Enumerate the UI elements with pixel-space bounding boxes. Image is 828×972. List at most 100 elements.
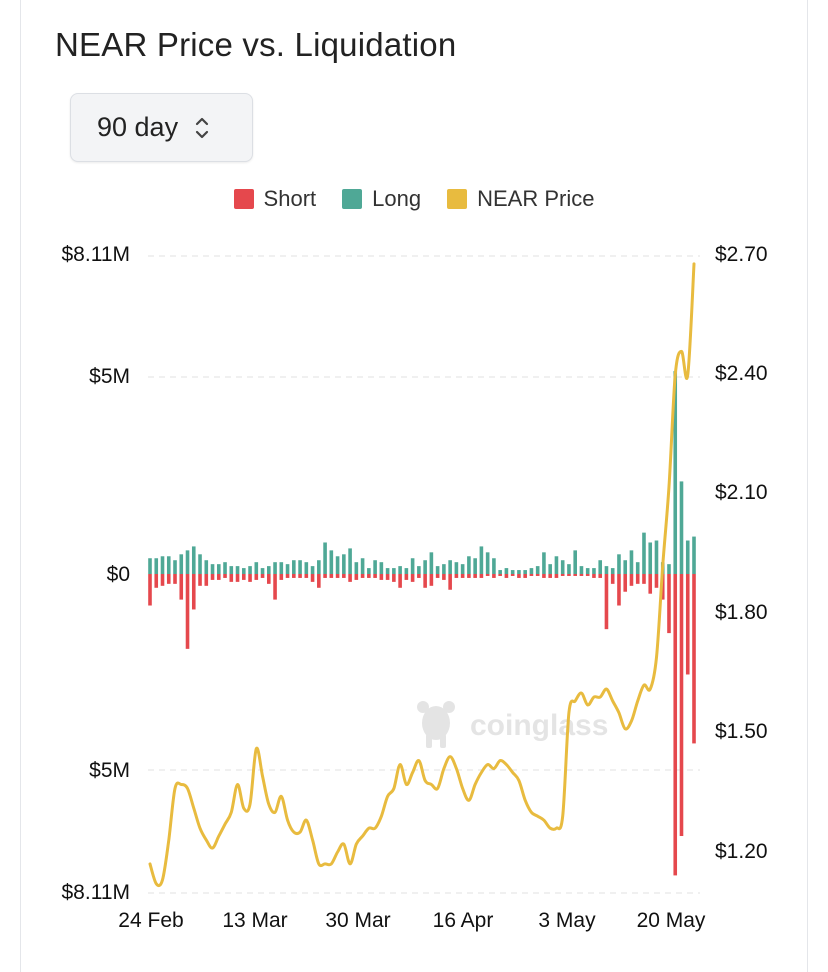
short-bar (223, 574, 227, 578)
long-bar (198, 554, 202, 574)
x-axis-tick: 24 Feb (118, 909, 184, 932)
long-bar (423, 560, 427, 574)
long-bar (329, 550, 334, 574)
left-axis-tick: $0 (106, 563, 130, 586)
long-bar (667, 564, 671, 574)
long-bars (148, 371, 696, 574)
short-bar (429, 574, 434, 586)
short-bar (260, 574, 265, 578)
short-bar (685, 574, 690, 675)
long-bar (342, 554, 346, 574)
legend-item-long[interactable]: Long (342, 186, 421, 212)
long-bar (398, 566, 402, 574)
short-bar (479, 574, 484, 578)
long-bar (260, 568, 265, 574)
long-bar (435, 566, 440, 574)
short-bar (654, 574, 659, 588)
long-bar (429, 552, 434, 574)
long-bar (523, 570, 527, 574)
short-bar (323, 574, 327, 578)
short-bars (148, 574, 696, 876)
x-axis-tick: 20 May (636, 909, 706, 932)
legend-label-price: NEAR Price (477, 186, 595, 211)
coinglass-logo-icon (417, 701, 455, 748)
short-bar (248, 574, 252, 582)
long-bar (598, 560, 603, 574)
short-bar (492, 574, 496, 578)
long-bar (410, 558, 415, 574)
short-bar (667, 574, 671, 634)
long-bar (279, 562, 284, 574)
x-axis-tick: 3 May (538, 909, 596, 932)
short-bar (610, 574, 615, 584)
long-bar (360, 558, 365, 574)
short-bar (598, 574, 603, 578)
long-bar (310, 566, 315, 574)
legend-item-price[interactable]: NEAR Price (447, 186, 594, 212)
long-bar (648, 542, 653, 574)
long-bar (379, 562, 384, 574)
right-axis-tick: $2.70 (715, 243, 768, 266)
short-bar (317, 574, 321, 588)
short-bar (373, 574, 377, 578)
long-bar (585, 568, 590, 574)
short-bar (292, 574, 296, 578)
short-bar (604, 574, 609, 630)
short-bar (535, 574, 540, 576)
short-bar (210, 574, 215, 580)
long-bar (529, 568, 534, 574)
short-bar (198, 574, 202, 586)
right-axis-tick: $2.40 (715, 362, 768, 385)
short-bar (392, 574, 396, 582)
short-bar (504, 574, 509, 578)
legend-label-short: Short (263, 186, 317, 211)
long-bar (223, 562, 227, 574)
range-select[interactable]: 90 day (70, 93, 253, 162)
long-bar (560, 560, 565, 574)
long-bar (335, 556, 340, 574)
long-bar (673, 371, 678, 574)
long-bar (154, 558, 159, 574)
long-bar (654, 540, 659, 574)
long-bar (148, 558, 152, 574)
right-axis-tick: $2.10 (715, 481, 768, 504)
long-bar (642, 532, 646, 574)
short-bar (241, 574, 246, 580)
long-bar (604, 566, 609, 574)
long-bar (442, 564, 446, 574)
short-bar (648, 574, 653, 594)
short-bar (623, 574, 628, 592)
short-bar (267, 574, 271, 584)
long-bar (298, 560, 302, 574)
short-bar (617, 574, 621, 606)
right-axis-tick: $1.80 (715, 601, 768, 624)
long-bar (454, 562, 459, 574)
short-bar (573, 574, 577, 576)
long-bar (160, 556, 165, 574)
short-bar (329, 574, 334, 578)
chart-title: NEAR Price vs. Liquidation (55, 26, 457, 63)
short-bar (629, 574, 634, 586)
long-bar (460, 564, 465, 574)
long-bar (685, 540, 690, 574)
long-bar (241, 568, 246, 574)
legend-item-short[interactable]: Short (233, 186, 317, 212)
watermark-text: coinglass (470, 709, 608, 742)
short-bar (635, 574, 640, 584)
long-bar (448, 560, 452, 574)
long-bar (267, 566, 271, 574)
long-bar (623, 560, 628, 574)
long-bar (498, 570, 502, 574)
long-bar (610, 568, 615, 574)
long-bar (517, 570, 521, 574)
short-bar (173, 574, 177, 584)
short-bar (642, 574, 646, 584)
short-bar (279, 574, 284, 580)
long-bar (473, 558, 477, 574)
long-bar (323, 542, 327, 574)
long-bar (548, 564, 552, 574)
short-bar (254, 574, 259, 580)
long-bar (385, 568, 390, 574)
short-bar (404, 574, 409, 580)
short-bar (467, 574, 471, 578)
